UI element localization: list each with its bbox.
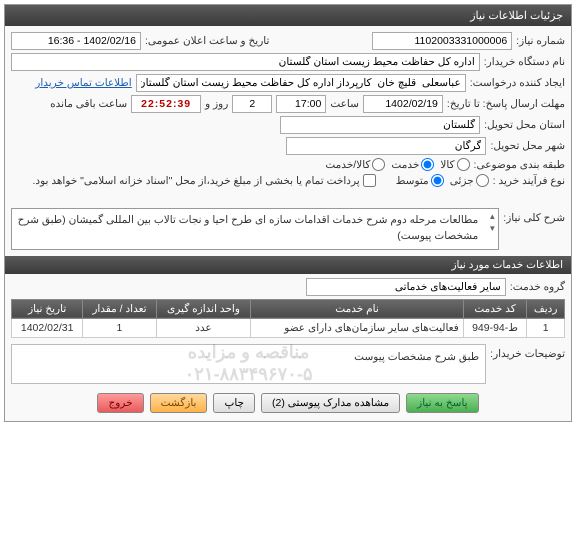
deadline-date-field[interactable] [363, 95, 443, 113]
classification-label: طبقه بندی موضوعی: [474, 159, 565, 171]
buyer-notes-text: طبق شرح مشخصات پیوست [354, 351, 479, 363]
buyer-notes-box[interactable]: طبق شرح مشخصات پیوست مناقصه و مزایده ۰۲۱… [11, 344, 486, 384]
table-cell: 1402/02/31 [12, 318, 83, 337]
need-desc-text: مطالعات مرحله دوم شرح خدمات اقدامات سازه… [18, 214, 479, 242]
province-label: استان محل تحویل: [484, 119, 565, 131]
table-header: واحد اندازه گیری [156, 299, 251, 318]
service-group-field[interactable] [306, 278, 506, 296]
service-group-label: گروه خدمت: [510, 281, 565, 293]
radio-service[interactable]: خدمت [391, 158, 434, 171]
days-left-field[interactable] [232, 95, 272, 113]
table-header: کد خدمت [463, 299, 527, 318]
need-desc-label: شرح کلی نیاز: [503, 208, 565, 224]
requester-label: ایجاد کننده درخواست: [470, 77, 565, 89]
buyer-org-label: نام دستگاه خریدار: [484, 56, 565, 68]
exit-button[interactable]: خروج [97, 393, 143, 413]
announce-dt-field[interactable] [11, 32, 141, 50]
city-field[interactable] [286, 137, 486, 155]
buyer-org-field[interactable] [11, 53, 480, 71]
requester-field[interactable] [136, 74, 466, 92]
need-no-field[interactable] [372, 32, 512, 50]
deadline-time-field[interactable] [276, 95, 326, 113]
table-header: ردیف [527, 299, 565, 318]
buyer-notes-label: توضیحات خریدار: [490, 344, 565, 360]
province-field[interactable] [280, 116, 480, 134]
city-label: شهر محل تحویل: [490, 140, 565, 152]
attachments-button[interactable]: مشاهده مدارک پیوستی (2) [261, 393, 400, 413]
radio-goods[interactable]: کالا [440, 158, 469, 171]
day-and-label: روز و [205, 98, 228, 110]
table-cell: فعالیت‌های سایر سازمان‌های دارای عضو [251, 318, 463, 337]
time-label-1: ساعت [330, 98, 359, 110]
radio-medium[interactable]: متوسط [396, 174, 444, 187]
services-info-header: اطلاعات خدمات مورد نیاز [5, 256, 571, 274]
process-type-radios: جزئی متوسط [396, 174, 489, 187]
respond-button[interactable]: پاسخ به نیاز [406, 393, 478, 413]
contact-info-link[interactable]: اطلاعات تماس خریدار [35, 77, 131, 89]
print-button[interactable]: چاپ [213, 393, 255, 413]
table-header: نام خدمت [251, 299, 463, 318]
table-header: تاریخ نیاز [12, 299, 83, 318]
table-header: تعداد / مقدار [83, 299, 156, 318]
button-row: پاسخ به نیاز مشاهده مدارک پیوستی (2) چاپ… [11, 387, 565, 415]
services-table: ردیفکد خدمتنام خدمتواحد اندازه گیریتعداد… [11, 299, 565, 338]
table-row[interactable]: 1ط-94-949فعالیت‌های سایر سازمان‌های دارا… [12, 318, 565, 337]
countdown-value: 22:52:39 [131, 95, 201, 113]
deadline-label: مهلت ارسال پاسخ: تا تاریخ: [447, 98, 565, 110]
table-cell: عدد [156, 318, 251, 337]
payment-checkbox[interactable]: پرداخت تمام یا بخشی از مبلغ خرید،از محل … [33, 174, 376, 187]
announce-dt-label: تاریخ و ساعت اعلان عمومی: [145, 35, 269, 47]
panel-body: شماره نیاز: تاریخ و ساعت اعلان عمومی: نا… [5, 26, 571, 421]
table-cell: 1 [527, 318, 565, 337]
watermark-line-2: ۰۲۱-۸۸۳۴۹۶۷۰-۵ [185, 364, 313, 386]
details-panel: جزئیات اطلاعات نیاز شماره نیاز: تاریخ و … [4, 4, 572, 422]
need-no-label: شماره نیاز: [516, 35, 565, 47]
need-desc-box[interactable]: ▲▼ مطالعات مرحله دوم شرح خدمات اقدامات س… [11, 208, 499, 250]
back-button[interactable]: بازگشت [150, 393, 208, 413]
process-type-label: نوع فرآیند خرید : [493, 175, 565, 187]
watermark-line-1: مناقصه و مزایده [188, 342, 310, 364]
panel-title: جزئیات اطلاعات نیاز [5, 5, 571, 26]
spinner-icon[interactable]: ▲▼ [488, 211, 496, 235]
classification-radios: کالا خدمت کالا/خدمت [325, 158, 469, 171]
table-cell: 1 [83, 318, 156, 337]
table-cell: ط-94-949 [463, 318, 527, 337]
remaining-label: ساعت باقی مانده [50, 98, 127, 110]
radio-partial[interactable]: جزئی [450, 174, 489, 187]
radio-goods-service[interactable]: کالا/خدمت [325, 158, 385, 171]
